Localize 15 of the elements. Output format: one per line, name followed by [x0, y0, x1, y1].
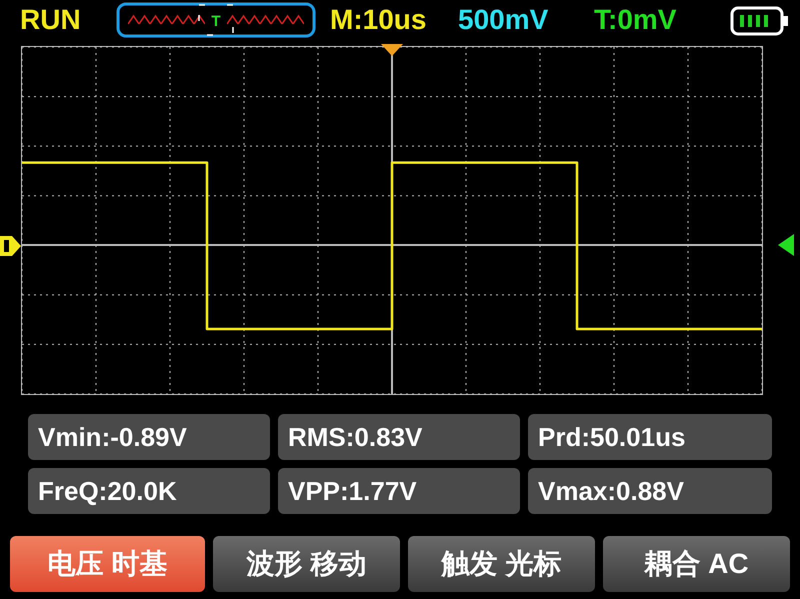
text: FreQ:20.0K: [38, 476, 177, 506]
text: 电压 时基: [48, 547, 168, 581]
text: Vmax:0.88V: [538, 476, 684, 506]
text: Prd:50.01us: [538, 422, 686, 452]
text: M:10us: [330, 4, 426, 36]
text: RMS:0.83V: [288, 422, 422, 452]
text: T:0mV: [594, 4, 676, 36]
text: Vmin:-0.89V: [38, 422, 187, 452]
text: 耦合 AC: [644, 547, 749, 581]
text: VPP:1.77V: [288, 476, 417, 506]
text: RUN: [20, 4, 81, 36]
text: 500mV: [458, 4, 548, 36]
text: 波形 移动: [246, 547, 366, 581]
text: 触发 光标: [442, 547, 562, 581]
text: T: [211, 12, 221, 30]
